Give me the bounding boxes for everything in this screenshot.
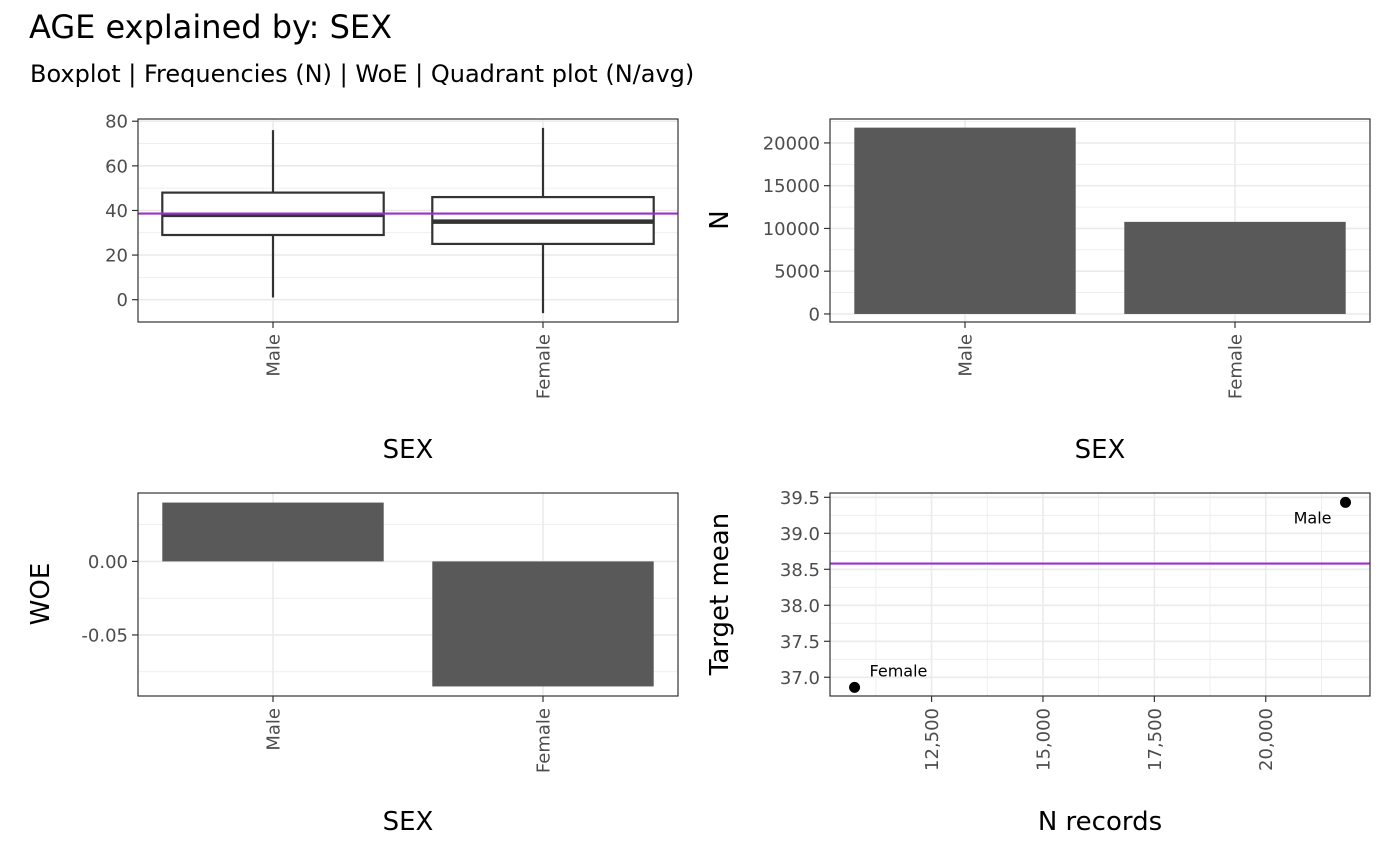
scatter-point <box>849 681 861 693</box>
y-tick-label: 38.0 <box>780 596 820 617</box>
frequency-bars <box>854 127 1346 314</box>
y-tick-label: 15000 <box>763 176 820 197</box>
quadrant-gridlines <box>830 493 1370 696</box>
frequency-x-axis-title: SEX <box>1075 435 1126 465</box>
bar <box>1124 221 1346 314</box>
y-tick-label: 20 <box>105 246 128 267</box>
chart-subtitle: Boxplot | Frequencies (N) | WoE | Quadra… <box>30 60 695 88</box>
woe-panel-border <box>137 492 679 697</box>
quadrant-panel: Male Female 37.0 37.5 38.0 38.5 39.0 39.5 12,5… <box>705 488 1371 837</box>
bar <box>162 502 384 562</box>
bar <box>854 127 1076 314</box>
y-tick-label: 38.5 <box>780 560 820 581</box>
frequency-panel-border <box>829 118 1371 323</box>
boxplot-panel: 0 20 40 60 80 Male Female SEX <box>105 112 679 465</box>
y-tick-label: 60 <box>105 156 128 177</box>
frequency-x-axis: Male Female <box>956 322 1247 399</box>
frequency-y-axis: 0 5000 10000 15000 20000 <box>763 133 830 325</box>
y-tick-label: 80 <box>105 112 128 133</box>
y-tick-label: 37.5 <box>780 632 820 653</box>
frequency-panel: 0 5000 10000 15000 20000 Male Female SEX N <box>705 118 1371 465</box>
chart-title: AGE explained by: SEX <box>29 8 393 46</box>
y-tick-label: 0 <box>117 290 128 311</box>
bar <box>432 561 654 687</box>
boxplot-y-axis: 0 20 40 60 80 <box>105 112 138 311</box>
boxplot-panel-border <box>137 118 679 323</box>
quadrant-panel-border <box>829 492 1371 697</box>
x-tick-label: 15,000 <box>1033 708 1054 771</box>
boxplot-marks <box>138 127 678 314</box>
point-label: Female <box>870 661 928 680</box>
x-tick-label: Female <box>1226 334 1247 399</box>
y-tick-label: 10000 <box>763 219 820 240</box>
quadrant-y-axis-title: Target mean <box>705 513 735 676</box>
x-tick-label: Female <box>534 708 555 773</box>
x-tick-label: Male <box>264 708 285 751</box>
x-tick-label: Male <box>956 334 977 377</box>
x-tick-label: Female <box>534 334 555 399</box>
woe-panel: 0.00 -0.05 Male Female SEX WOE <box>26 492 679 837</box>
boxplot-x-axis: Male Female <box>264 322 555 399</box>
y-tick-label: 0.00 <box>88 552 128 573</box>
y-tick-label: 39.0 <box>780 524 820 545</box>
boxplot-x-axis-title: SEX <box>383 435 434 465</box>
woe-x-axis-title: SEX <box>383 807 434 837</box>
woe-x-axis: Male Female <box>264 696 555 773</box>
y-tick-label: 40 <box>105 201 128 222</box>
quadrant-x-axis: 12,500 15,000 17,500 20,000 <box>922 696 1277 771</box>
y-tick-label: 39.5 <box>780 488 820 509</box>
quadrant-y-axis: 37.0 37.5 38.0 38.5 39.0 39.5 <box>780 488 830 689</box>
y-tick-label: -0.05 <box>81 625 128 646</box>
frequency-y-axis-title: N <box>705 210 735 229</box>
x-tick-label: 12,500 <box>922 708 943 771</box>
quadrant-marks: Male Female <box>830 496 1370 693</box>
woe-y-axis-title: WOE <box>26 563 56 626</box>
scatter-point <box>1339 496 1351 508</box>
x-tick-label: 20,000 <box>1256 708 1277 771</box>
woe-bars <box>162 502 654 687</box>
quadrant-x-axis-title: N records <box>1038 807 1162 837</box>
y-tick-label: 0 <box>809 304 820 325</box>
y-tick-label: 20000 <box>763 133 820 154</box>
y-tick-label: 5000 <box>774 262 820 283</box>
point-label: Male <box>1294 508 1332 527</box>
x-tick-label: 17,500 <box>1145 708 1166 771</box>
woe-y-axis: 0.00 -0.05 <box>81 552 138 646</box>
x-tick-label: Male <box>264 334 285 377</box>
y-tick-label: 37.0 <box>780 668 820 689</box>
